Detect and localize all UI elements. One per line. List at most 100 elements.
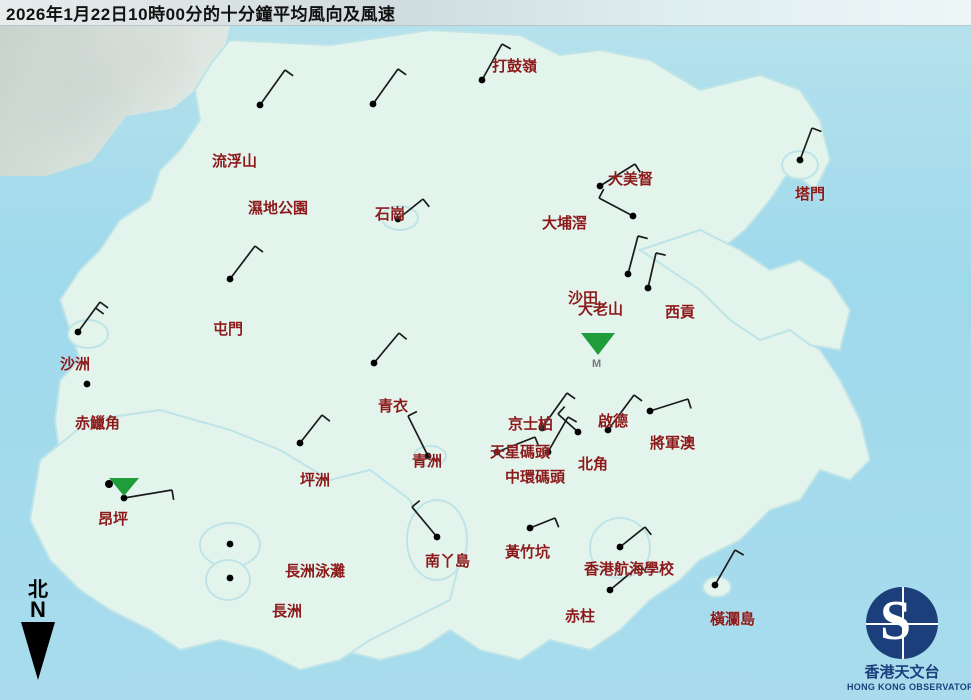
station-label-10[interactable]: 沙洲 — [60, 353, 90, 374]
station-dot-20[interactable] — [297, 440, 304, 447]
wind-barb-flag — [634, 395, 642, 401]
station-label-3[interactable]: 石崗 — [375, 203, 405, 224]
hko-logo-circle-icon: S — [866, 587, 938, 659]
station-dot-11[interactable] — [84, 381, 91, 388]
hko-logo-name-cn: 香港天文台 — [847, 661, 957, 682]
wind-barb-shaft — [648, 253, 656, 288]
wind-barb-shaft — [78, 302, 100, 332]
station-dot-27[interactable] — [607, 587, 614, 594]
station-label-24[interactable]: 黃竹坑 — [505, 541, 550, 562]
wind-barb-shaft — [260, 70, 285, 105]
station-dot-25[interactable] — [617, 544, 624, 551]
station-dot-18[interactable] — [575, 429, 582, 436]
wind-barb-flag — [568, 417, 577, 422]
station-label-8[interactable]: 西貢 — [665, 301, 695, 322]
wind-barb-flag — [567, 393, 575, 399]
wind-barb-flag — [599, 189, 604, 198]
wind-barb-flag — [812, 128, 821, 132]
wind-barb-shaft — [373, 69, 398, 104]
station-label-11[interactable]: 赤鱲角 — [75, 412, 120, 433]
station-label-22[interactable]: 南丫島 — [425, 550, 470, 571]
station-label-4[interactable]: 大美督 — [608, 168, 653, 189]
station-dot-2[interactable] — [370, 101, 377, 108]
missing-data-marker-0[interactable]: M — [581, 333, 615, 355]
wind-barb-flag — [423, 199, 429, 207]
wind-barb-shaft — [412, 507, 437, 537]
green-triangle-icon — [109, 478, 139, 496]
station-label-17[interactable]: 青洲 — [412, 450, 442, 471]
wind-map-container: 2026年1月22日10時00分的十分鐘平均風向及風速 打鼓嶺流浮山濕地公園 石崗… — [0, 0, 971, 700]
station-label-1[interactable]: 流浮山 — [212, 150, 257, 171]
station-dot-26[interactable] — [227, 575, 234, 582]
wind-barb-shaft — [800, 128, 812, 160]
station-dot-8[interactable] — [645, 285, 652, 292]
station-dot-10[interactable] — [75, 329, 82, 336]
station-label-21[interactable]: 昂坪 — [98, 508, 128, 529]
page-title: 2026年1月22日10時00分的十分鐘平均風向及風速 — [6, 0, 396, 25]
wind-barb-shaft — [715, 550, 735, 585]
station-label-27[interactable]: 赤柱 — [565, 605, 595, 626]
wind-barb-flag — [322, 415, 330, 421]
station-label-18[interactable]: 北角 — [578, 453, 608, 474]
station-label-16[interactable]: 天星碼頭 — [490, 441, 550, 462]
wind-triangle-marker-21[interactable] — [109, 478, 139, 496]
wind-barb-shaft — [230, 246, 255, 279]
missing-station-label-0[interactable]: 大老山 — [578, 298, 623, 319]
station-dot-0[interactable] — [479, 77, 486, 84]
wind-barb-shaft — [300, 415, 322, 443]
station-label-20[interactable]: 坪洲 — [300, 469, 330, 490]
wind-barb-flag — [645, 527, 651, 535]
station-label-6[interactable]: 大埔滘 — [542, 212, 587, 233]
station-label-12[interactable]: 青衣 — [378, 395, 408, 416]
triangle-center-dot — [105, 480, 113, 488]
station-dot-28[interactable] — [712, 582, 719, 589]
wind-barb-flag — [656, 253, 666, 255]
station-label-23[interactable]: 長洲泳灘 — [285, 560, 345, 581]
compass-widget: 北 N — [8, 580, 68, 690]
station-dot-5[interactable] — [797, 157, 804, 164]
station-label-15[interactable]: 將軍澳 — [650, 432, 695, 453]
station-label-5[interactable]: 塔門 — [795, 183, 825, 204]
station-label-0[interactable]: 打鼓嶺 — [492, 55, 537, 76]
station-dot-23[interactable] — [227, 541, 234, 548]
wind-barb-shaft — [599, 198, 633, 216]
station-dot-22[interactable] — [434, 534, 441, 541]
station-dot-15[interactable] — [647, 408, 654, 415]
station-dot-1[interactable] — [257, 102, 264, 109]
wind-barb-shaft — [620, 527, 645, 547]
station-label-13[interactable]: 京士柏 — [508, 413, 553, 434]
station-dot-24[interactable] — [527, 525, 534, 532]
wind-barb-flag — [285, 70, 293, 76]
compass-n-label: N — [8, 600, 68, 620]
station-label-25[interactable]: 香港航海學校 — [584, 558, 674, 579]
wind-barb-flag — [408, 412, 417, 416]
station-label-14[interactable]: 啟德 — [598, 410, 628, 431]
station-dot-7[interactable] — [625, 271, 632, 278]
station-dot-4[interactable] — [597, 183, 604, 190]
wind-barb-flag — [255, 246, 263, 252]
green-triangle-icon: M — [581, 333, 615, 355]
station-label-19[interactable]: 中環碼頭 — [505, 466, 565, 487]
wind-barb-shaft — [530, 518, 555, 528]
hko-logo: S 香港天文台 HONG KONG OBSERVATORY — [847, 587, 957, 692]
wind-barb-flag — [555, 518, 559, 527]
hko-logo-name-en: HONG KONG OBSERVATORY — [847, 682, 957, 692]
wind-barb-shaft — [650, 399, 688, 411]
wind-barb-flag — [502, 44, 511, 49]
wind-barb-flag — [688, 399, 691, 409]
station-label-2[interactable]: 濕地公園 — [248, 197, 308, 218]
wind-barb-flag — [398, 69, 406, 75]
wind-barb-flag — [412, 501, 420, 507]
header-bar: 2026年1月22日10時00分的十分鐘平均風向及風速 — [0, 0, 971, 26]
station-label-28[interactable]: 橫瀾島 — [710, 608, 755, 629]
station-dot-9[interactable] — [227, 276, 234, 283]
station-dot-12[interactable] — [371, 360, 378, 367]
wind-barb-flag — [172, 490, 174, 500]
wind-barb-flag — [399, 333, 407, 339]
wind-barb-layer — [0, 0, 971, 700]
station-label-26[interactable]: 長洲 — [272, 600, 302, 621]
station-label-9[interactable]: 屯門 — [213, 318, 243, 339]
wind-barb-flag — [558, 407, 565, 414]
missing-value-label: M — [592, 358, 601, 370]
station-dot-6[interactable] — [630, 213, 637, 220]
